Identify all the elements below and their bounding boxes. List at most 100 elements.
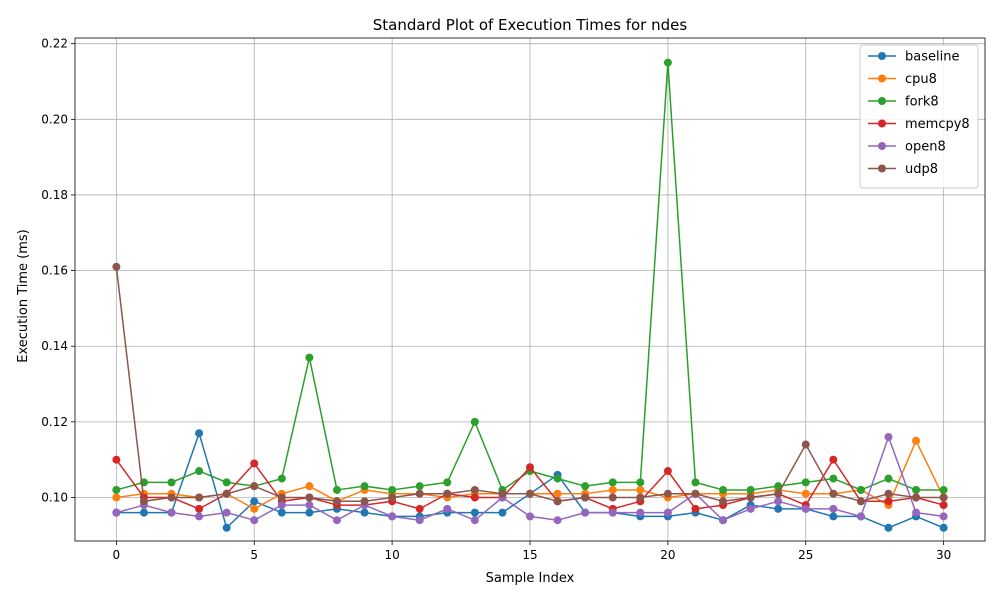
legend-label: baseline (905, 50, 959, 65)
data-point-open8 (719, 516, 728, 525)
data-point-fork8 (691, 478, 700, 487)
data-point-udp8 (250, 482, 259, 491)
data-point-fork8 (719, 485, 728, 494)
data-point-open8 (884, 432, 893, 441)
data-point-udp8 (112, 262, 121, 271)
data-point-open8 (470, 516, 479, 525)
data-point-fork8 (801, 478, 810, 487)
data-point-baseline (884, 523, 893, 532)
data-point-open8 (305, 501, 314, 510)
data-point-udp8 (443, 489, 452, 498)
legend-item-cpu8: cpu8 (868, 72, 937, 87)
data-point-cpu8 (305, 482, 314, 491)
data-point-udp8 (526, 489, 534, 498)
data-point-fork8 (167, 478, 176, 487)
data-point-open8 (663, 508, 672, 517)
plot-frame (74, 37, 986, 542)
data-point-udp8 (167, 493, 176, 502)
x-tick-label: 0 (113, 548, 121, 562)
data-point-memcpy8 (195, 504, 204, 513)
data-point-open8 (912, 508, 921, 517)
y-tick-label: 0.20 (41, 112, 68, 126)
x-tick-label: 20 (660, 548, 675, 562)
data-point-udp8 (388, 493, 397, 502)
data-point-baseline (939, 523, 948, 532)
legend-item-fork8: fork8 (868, 95, 939, 110)
legend-item-memcpy8: memcpy8 (868, 117, 970, 132)
data-point-open8 (277, 501, 286, 510)
series-udp8 (112, 262, 948, 506)
legend-label: cpu8 (905, 72, 937, 87)
data-point-fork8 (470, 417, 479, 426)
data-point-baseline (139, 508, 148, 517)
y-tick-label: 0.22 (41, 37, 68, 51)
data-point-open8 (829, 504, 838, 513)
data-point-memcpy8 (939, 501, 948, 510)
data-point-fork8 (112, 485, 121, 494)
data-point-cpu8 (250, 504, 259, 513)
y-tick-label: 0.18 (41, 188, 68, 202)
data-point-fork8 (195, 467, 204, 476)
data-point-udp8 (415, 489, 424, 498)
x-tick-label: 5 (250, 548, 258, 562)
legend-label: udp8 (905, 162, 938, 177)
data-point-baseline (829, 512, 838, 521)
data-point-fork8 (222, 478, 231, 487)
y-tick-label: 0.12 (41, 415, 68, 429)
y-axis-label: Execution Time (ms) (16, 229, 31, 362)
data-point-fork8 (277, 474, 286, 483)
data-point-udp8 (470, 485, 479, 494)
chart-title: Standard Plot of Execution Times for nde… (373, 16, 688, 34)
data-point-udp8 (139, 497, 148, 506)
data-point-cpu8 (912, 436, 921, 445)
legend-label: open8 (905, 140, 946, 155)
data-point-baseline (305, 508, 314, 517)
data-point-open8 (553, 516, 562, 525)
data-point-udp8 (746, 493, 755, 502)
data-point-open8 (636, 508, 645, 517)
data-point-memcpy8 (415, 504, 424, 513)
legend-swatch-marker (878, 142, 886, 150)
data-point-udp8 (719, 497, 728, 506)
data-point-baseline (222, 523, 231, 532)
data-point-memcpy8 (829, 455, 838, 464)
data-point-memcpy8 (250, 459, 259, 468)
data-point-baseline (195, 429, 204, 438)
data-point-baseline (360, 508, 369, 517)
data-point-open8 (112, 508, 121, 517)
data-point-cpu8 (636, 485, 645, 494)
data-point-fork8 (608, 478, 617, 487)
data-point-open8 (856, 512, 865, 521)
data-point-open8 (443, 504, 452, 513)
x-tick-label: 10 (384, 548, 399, 562)
data-point-fork8 (939, 485, 948, 494)
data-point-udp8 (691, 489, 700, 498)
data-point-udp8 (553, 497, 562, 506)
legend-swatch-marker (878, 97, 886, 105)
legend-swatch-marker (878, 119, 886, 128)
data-point-udp8 (774, 489, 783, 498)
data-point-memcpy8 (663, 467, 672, 476)
axes: 0 5 10 15 20 25 30 0.10 0.12 0.14 0.16 0.18 0.20 0.22 (41, 37, 986, 562)
data-point-udp8 (884, 489, 893, 498)
data-point-open8 (608, 508, 617, 517)
data-point-open8 (388, 512, 397, 521)
legend-swatch-marker (878, 164, 886, 173)
data-point-udp8 (498, 489, 507, 498)
data-point-cpu8 (553, 489, 562, 498)
data-point-baseline (498, 508, 507, 517)
data-point-udp8 (360, 497, 369, 506)
data-point-open8 (167, 508, 176, 517)
legend-swatch-marker (878, 52, 886, 60)
data-point-open8 (581, 508, 590, 517)
data-point-fork8 (746, 485, 755, 494)
data-point-fork8 (332, 485, 341, 494)
data-point-udp8 (608, 493, 617, 502)
legend: baseline cpu8 fork8 memcpy8 open8 udp8 (859, 44, 979, 189)
data-point-open8 (250, 516, 259, 525)
data-point-fork8 (360, 482, 369, 491)
data-point-udp8 (663, 489, 672, 498)
data-point-udp8 (856, 497, 865, 506)
data-point-fork8 (581, 482, 590, 491)
